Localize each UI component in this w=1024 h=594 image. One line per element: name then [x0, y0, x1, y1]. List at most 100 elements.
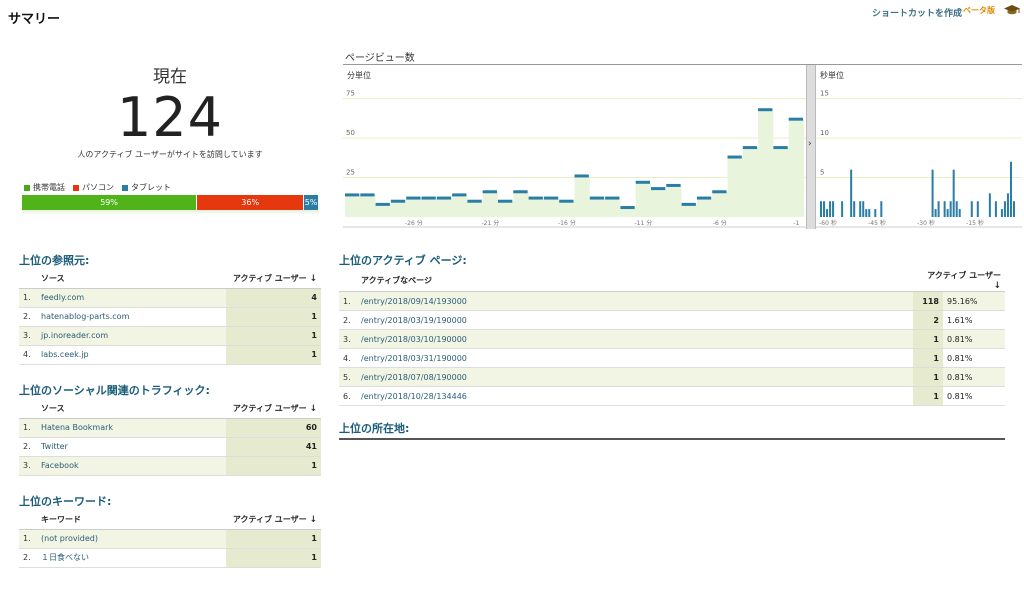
create-shortcut-link[interactable]: ショートカットを作成: [872, 9, 963, 19]
active-user-count: 124: [116, 86, 224, 149]
table-row: 2./entry/2018/03/19/190000 2 1.61%: [339, 310, 1005, 330]
active-pages-table: アクティブなページ アクティブ ユーザー ↓ 1./entry/2018/09/…: [339, 270, 1005, 406]
table-row: 3. jp.inoreader.com 1: [19, 326, 321, 346]
row-percent: 0.81%: [943, 386, 1005, 406]
row-label-link[interactable]: /entry/2018/09/14/193000: [357, 291, 913, 311]
table-row: 1. (not provided) 1: [19, 529, 321, 549]
chart-splitter[interactable]: ›: [806, 65, 816, 229]
social-table: ソース アクティブ ユーザー ↓ 1. Hatena Bookmark 60 2. Tw…: [19, 400, 321, 476]
pageviews-area: [345, 109, 804, 217]
second-bar: [874, 209, 877, 217]
row-index: 1.: [19, 288, 37, 308]
table-row: 5./entry/2018/07/08/190000 1 0.81%: [339, 367, 1005, 387]
arrow-down-icon: ↓: [309, 404, 317, 415]
row-value: 1: [913, 367, 943, 387]
table-row: 2. hatenablog-parts.com 1: [19, 307, 321, 327]
second-bar: [841, 201, 844, 217]
second-bar: [853, 201, 856, 217]
second-bar: [832, 201, 835, 217]
row-label-link[interactable]: Facebook: [37, 456, 226, 476]
second-bar: [859, 201, 862, 217]
row-label-link[interactable]: /entry/2018/03/19/190000: [357, 310, 913, 330]
table-row: 3./entry/2018/03/10/190000 1 0.81%: [339, 329, 1005, 349]
y-tick-label: 15: [820, 90, 829, 98]
device-segment-mobile: 59%: [22, 195, 198, 210]
row-label-link[interactable]: Twitter: [37, 437, 226, 457]
row-value: 1: [913, 386, 943, 406]
row-index: 5.: [339, 367, 357, 387]
x-tick-label: -16 分: [558, 219, 576, 227]
x-tick-label: -45 秒: [868, 219, 886, 227]
device-legend: 携帯電話 パソコン タブレット: [24, 182, 171, 193]
x-tick-label: -21 分: [481, 219, 499, 227]
row-label-link[interactable]: hatenablog-parts.com: [37, 307, 226, 327]
pageviews-title: ページビュー数: [345, 53, 415, 64]
second-bar: [970, 201, 973, 217]
row-label-link[interactable]: jp.inoreader.com: [37, 326, 226, 346]
legend-tablet: タブレット: [122, 182, 171, 193]
row-index: 4.: [339, 348, 357, 368]
row-label-link[interactable]: /entry/2018/03/10/190000: [357, 329, 913, 349]
row-value: 1: [226, 548, 321, 568]
row-label-link[interactable]: /entry/2018/03/31/190000: [357, 348, 913, 368]
second-bar: [976, 201, 979, 217]
x-tick-label: -1: [793, 220, 799, 227]
row-value: 60: [226, 418, 321, 438]
table-row: 6./entry/2018/10/28/134446 1 0.81%: [339, 386, 1005, 406]
second-bar: [937, 201, 940, 217]
second-bar: [1000, 209, 1003, 217]
row-percent: 0.81%: [943, 367, 1005, 387]
y-tick-label: 50: [346, 129, 355, 137]
row-label-link[interactable]: feedly.com: [37, 288, 226, 308]
second-bar: [949, 201, 952, 217]
second-bar: [955, 201, 958, 217]
row-label-link[interactable]: /entry/2018/10/28/134446: [357, 386, 913, 406]
legend-mobile: 携帯電話: [24, 182, 65, 193]
page-title: サマリー: [8, 12, 61, 27]
keywords-title: 上位のキーワード:: [19, 493, 321, 513]
row-index: 1.: [19, 418, 37, 438]
row-label-link[interactable]: (not provided): [37, 529, 226, 549]
now-label: 現在: [153, 67, 187, 87]
row-index: 3.: [339, 329, 357, 349]
y-tick-label: 5: [820, 169, 824, 177]
row-label-link[interactable]: Hatena Bookmark: [37, 418, 226, 438]
y-tick-label: 75: [346, 90, 355, 98]
row-value: 118: [913, 291, 943, 311]
row-value: 1: [226, 326, 321, 346]
row-label-link[interactable]: /entry/2018/07/08/190000: [357, 367, 913, 387]
row-index: 2.: [339, 310, 357, 330]
minutes-label: 分単位: [347, 71, 371, 80]
referrers-table: ソース アクティブ ユーザー ↓ 1. feedly.com 4 2. hatenabl…: [19, 270, 321, 365]
y-tick-label: 10: [820, 129, 829, 137]
table-row: 1./entry/2018/09/14/193000 118 95.16%: [339, 291, 1005, 311]
col-source[interactable]: ソース: [37, 270, 226, 289]
row-percent: 0.81%: [943, 329, 1005, 349]
second-bar: [829, 201, 832, 217]
second-bar: [943, 201, 946, 217]
graduation-cap-icon[interactable]: [1004, 4, 1020, 16]
row-label-link[interactable]: １日食べない: [37, 548, 226, 568]
pageviews-per-minute-chart: 25 50 75 -26 分 -21 分 -16 分 -11 分 -6 分 -1: [343, 90, 806, 228]
row-index: 1.: [19, 529, 37, 549]
row-label-link[interactable]: labs.ceek.jp: [37, 345, 226, 365]
col-keyword[interactable]: キーワード: [37, 511, 226, 530]
legend-desktop: パソコン: [73, 182, 114, 193]
col-active-users[interactable]: アクティブ ユーザー ↓: [226, 511, 321, 530]
row-value: 41: [226, 437, 321, 457]
arrow-down-icon: ↓: [309, 515, 317, 526]
table-row: 4. labs.ceek.jp 1: [19, 345, 321, 365]
second-bar: [946, 209, 949, 217]
col-active-users[interactable]: アクティブ ユーザー ↓: [913, 270, 1005, 292]
table-row: 1. Hatena Bookmark 60: [19, 418, 321, 438]
col-active-users[interactable]: アクティブ ユーザー ↓: [226, 270, 321, 289]
row-value: 1: [226, 345, 321, 365]
col-active-page[interactable]: アクティブなページ: [357, 270, 913, 292]
col-active-users[interactable]: アクティブ ユーザー ↓: [226, 400, 321, 419]
x-tick-label: -30 秒: [917, 219, 935, 227]
col-source[interactable]: ソース: [37, 400, 226, 419]
second-bar: [988, 193, 991, 217]
second-bar: [1009, 161, 1012, 217]
second-bar: [880, 201, 883, 217]
chevron-right-icon: ›: [808, 139, 812, 149]
